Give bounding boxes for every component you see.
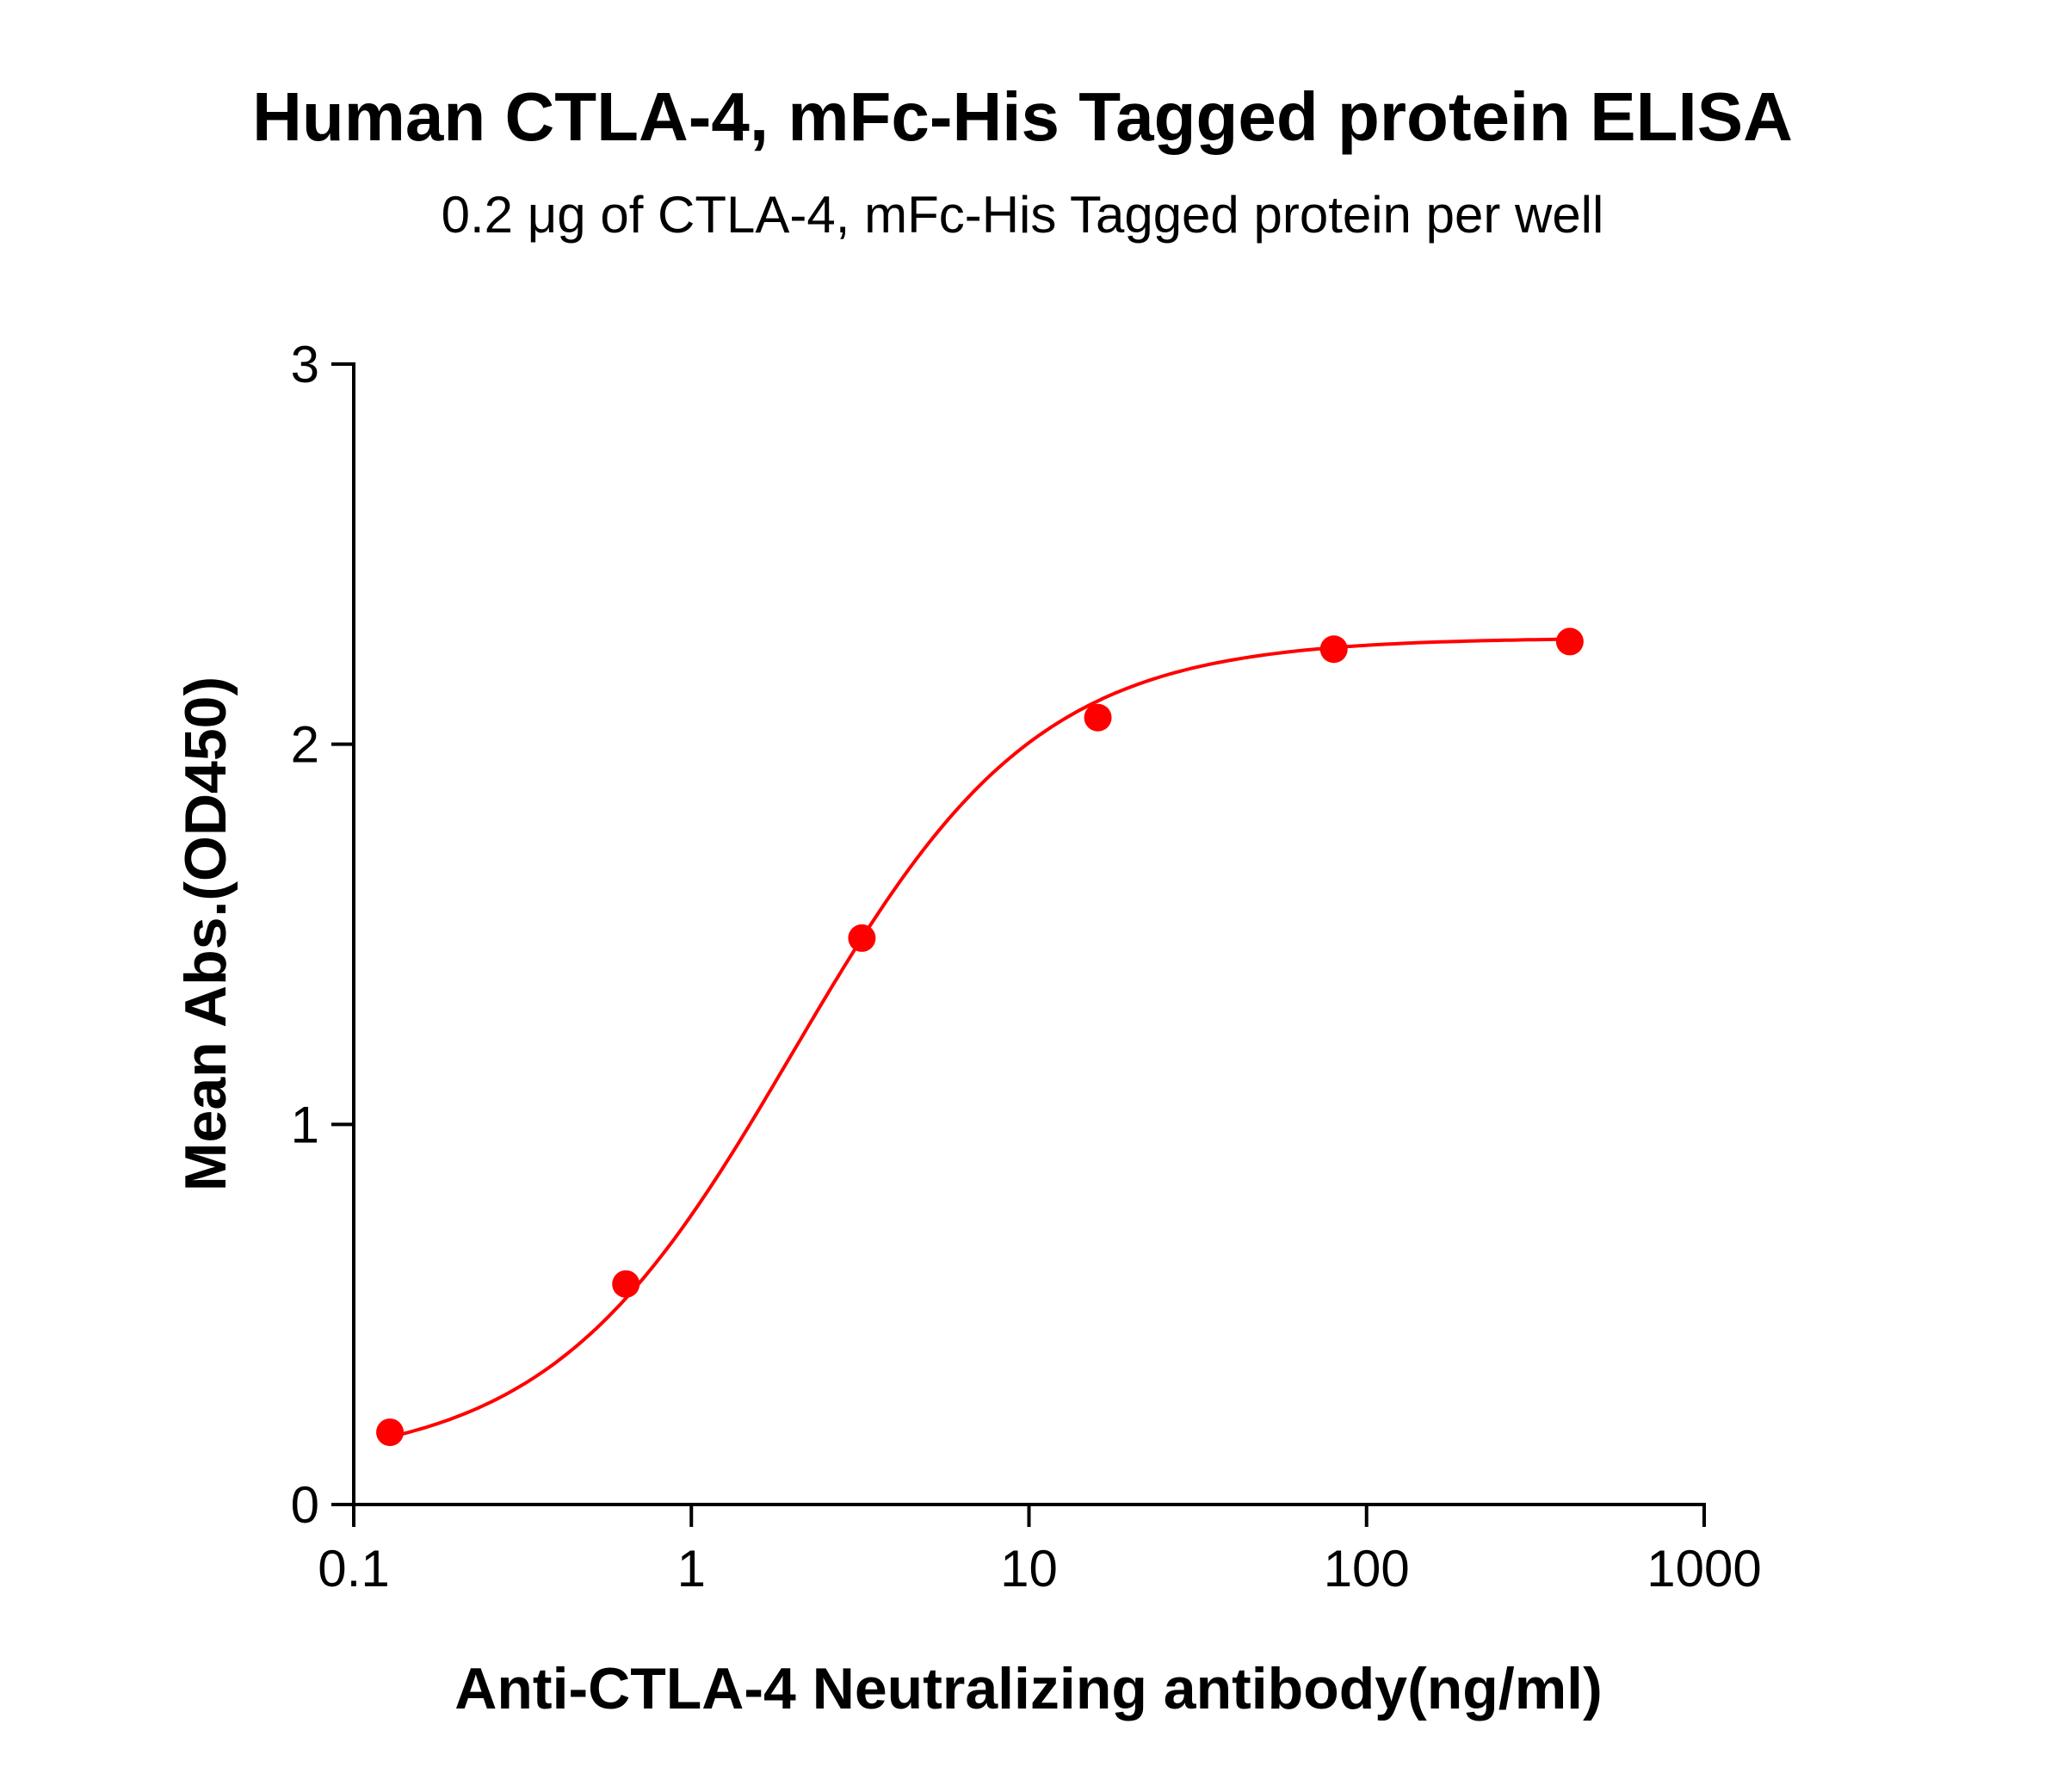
data-point xyxy=(848,924,876,952)
data-points-layer xyxy=(376,627,1584,1447)
chart-subtitle: 0.2 μg of CTLA-4, mFc-His Tagged protein… xyxy=(441,186,1604,244)
data-point xyxy=(376,1418,405,1447)
y-axis-label: Mean Abs.(OD450) xyxy=(173,677,238,1191)
y-tick-label: 0 xyxy=(291,1476,319,1534)
data-point xyxy=(612,1270,640,1298)
y-tick-label: 3 xyxy=(291,336,319,393)
data-point xyxy=(1555,627,1584,656)
y-tick-label: 1 xyxy=(291,1096,319,1153)
x-tick-label: 1000 xyxy=(1647,1540,1761,1597)
fit-curve xyxy=(389,637,1570,1439)
x-tick-label: 100 xyxy=(1324,1540,1410,1597)
y-tick-label: 2 xyxy=(291,716,319,774)
x-tick-label: 10 xyxy=(1000,1540,1058,1597)
x-tick-label: 0.1 xyxy=(318,1540,389,1597)
fit-curve-layer xyxy=(389,637,1570,1439)
x-axis-label: Anti-CTLA-4 Neutralizing antibody(ng/ml) xyxy=(454,1656,1602,1721)
x-tick-label: 1 xyxy=(677,1540,706,1597)
data-point xyxy=(1319,635,1348,664)
data-point xyxy=(1084,703,1112,732)
chart-title: Human CTLA-4, mFc-His Tagged protein ELI… xyxy=(252,78,1793,155)
axes: 0 1 2 3 0.1 1 10 100 1000 xyxy=(291,336,1762,1597)
